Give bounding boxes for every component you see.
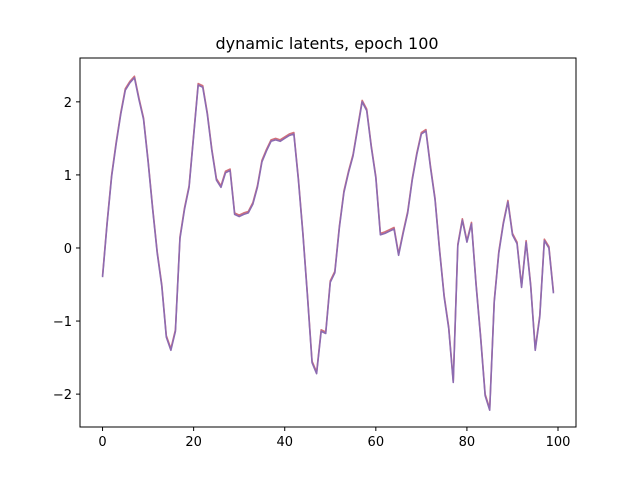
series-line-1	[101, 75, 555, 410]
y-axis: −2 −1 0 1 2	[53, 96, 80, 403]
chart-title: dynamic latents, epoch 100	[215, 34, 438, 53]
x-tick-label: 60	[368, 435, 385, 450]
x-tick-label: 40	[276, 435, 293, 450]
series-layer	[101, 75, 555, 411]
y-tick-label: −2	[53, 388, 72, 403]
series-line-2	[101, 76, 555, 411]
y-tick-label: −1	[53, 315, 72, 330]
plot-area-frame	[79, 57, 577, 428]
x-axis: 0 20 40 60 80 100	[98, 427, 570, 450]
y-tick-label: 1	[64, 169, 72, 184]
x-tick-label: 100	[546, 435, 571, 450]
y-tick-label: 0	[64, 242, 72, 257]
y-tick-label: 2	[64, 96, 72, 111]
x-tick-label: 20	[185, 435, 202, 450]
x-tick-label: 80	[459, 435, 476, 450]
x-tick-label: 0	[98, 435, 106, 450]
